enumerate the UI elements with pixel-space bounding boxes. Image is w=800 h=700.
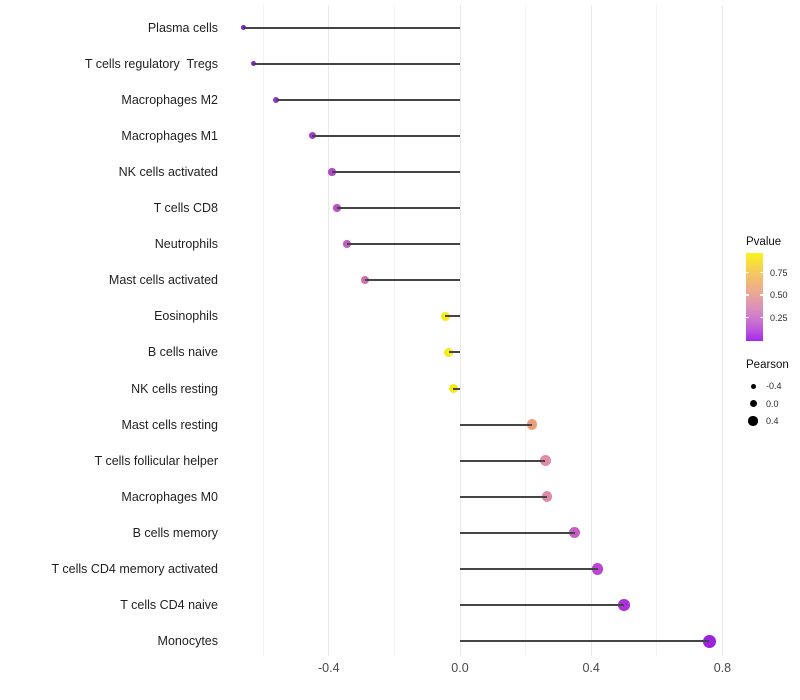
pearson-legend-title: Pearson [746, 359, 789, 371]
pearson-size-dot [749, 400, 757, 407]
stem-neutrophils [346, 243, 460, 246]
gridline-major [328, 5, 330, 656]
y-label-b-cells-memory: B cells memory [132, 525, 218, 540]
x-tick-label: 0.8 [713, 661, 732, 675]
colorbar-tick [760, 294, 763, 296]
gridline-minor [262, 5, 264, 656]
stem-nk-cells-activated [332, 170, 460, 173]
point-nk-cells-activated [328, 168, 336, 176]
stem-eosinophils [445, 315, 460, 318]
colorbar-tick-label: 0.25 [770, 312, 788, 323]
colorbar-tick-label: 0.50 [770, 290, 788, 301]
x-tick-label: -0.4 [318, 661, 340, 675]
y-label-macrophages-m0: Macrophages M0 [121, 489, 218, 504]
gridline-minor [656, 5, 658, 656]
y-label-t-cells-cd8: T cells CD8 [153, 201, 218, 215]
colorbar-tick-label: 0.75 [770, 267, 788, 278]
point-b-cells-naive [443, 347, 454, 358]
y-label-mast-cells-activated: Mast cells activated [108, 273, 218, 288]
stem-t-cells-cd4-naive [460, 604, 624, 607]
stem-macrophages-m0 [460, 495, 547, 498]
stem-b-cells-memory [460, 531, 575, 534]
colorbar-tick [746, 271, 749, 274]
y-label-t-cells-follicular-helper: T cells follicular helper [94, 453, 218, 468]
gridline-minor [525, 5, 527, 656]
stem-monocytes [460, 640, 710, 643]
y-label-b-cells-naive: B cells naive [147, 345, 218, 360]
pearson-size-dot [750, 383, 756, 389]
stem-mast-cells-resting [460, 423, 533, 426]
y-label-nk-cells-resting: NK cells resting [131, 381, 218, 396]
gridline-minor [393, 5, 395, 656]
y-label-neutrophils: Neutrophils [154, 237, 218, 252]
point-t-cells-follicular-helper [539, 455, 551, 467]
stem-nk-cells-resting [453, 387, 460, 390]
pearson-size-label: 0.0 [766, 398, 779, 409]
y-label-t-cells-regulatory-tregs: T cells regulatory Tregs [84, 56, 218, 71]
stem-t-cells-cd4-memory-activated [460, 568, 598, 570]
y-label-plasma-cells: Plasma cells [147, 20, 218, 35]
point-b-cells-memory [569, 527, 581, 539]
point-macrophages-m0 [541, 491, 553, 503]
y-label-monocytes: Monocytes [157, 634, 218, 649]
stem-mast-cells-activated [364, 279, 460, 282]
y-label-nk-cells-activated: NK cells activated [118, 164, 218, 179]
pearson-size-label: 0.4 [766, 416, 779, 426]
pvalue-colorbar [746, 253, 763, 341]
stem-macrophages-m1 [312, 134, 460, 137]
stem-b-cells-naive [448, 351, 460, 354]
stem-plasma-cells [243, 26, 460, 29]
stem-t-cells-follicular-helper [460, 459, 546, 462]
y-label-eosinophils: Eosinophils [154, 309, 218, 324]
y-label-mast-cells-resting: Mast cells resting [121, 417, 218, 432]
stem-t-cells-regulatory-tregs [253, 62, 460, 65]
point-plasma-cells [240, 24, 247, 31]
colorbar-tick [760, 316, 763, 319]
colorbar-tick [746, 316, 749, 319]
gridline-major [721, 5, 723, 656]
x-tick-label: 0.0 [451, 661, 469, 675]
stem-t-cells-cd8 [337, 207, 460, 209]
colorbar-tick [746, 294, 749, 296]
y-label-t-cells-cd4-memory-activated: T cells CD4 memory activated [51, 562, 219, 576]
y-label-macrophages-m1: Macrophages M1 [121, 128, 218, 143]
pearson-size-dot [748, 416, 758, 426]
x-tick-label: 0.4 [582, 661, 600, 675]
point-t-cells-regulatory-tregs [250, 60, 257, 67]
stem-macrophages-m2 [276, 98, 460, 101]
gridline-major [590, 5, 592, 656]
point-macrophages-m2 [273, 96, 280, 103]
pvalue-legend-title: Pvalue [746, 236, 782, 248]
point-mast-cells-activated [360, 276, 369, 285]
y-label-macrophages-m2: Macrophages M2 [121, 92, 218, 107]
colorbar-tick [760, 271, 763, 274]
pearson-size-label: -0.4 [766, 381, 782, 391]
gridline-major [459, 5, 461, 656]
point-t-cells-cd8 [333, 204, 341, 212]
point-monocytes [702, 634, 716, 648]
y-label-t-cells-cd4-naive: T cells CD4 naive [120, 598, 218, 613]
